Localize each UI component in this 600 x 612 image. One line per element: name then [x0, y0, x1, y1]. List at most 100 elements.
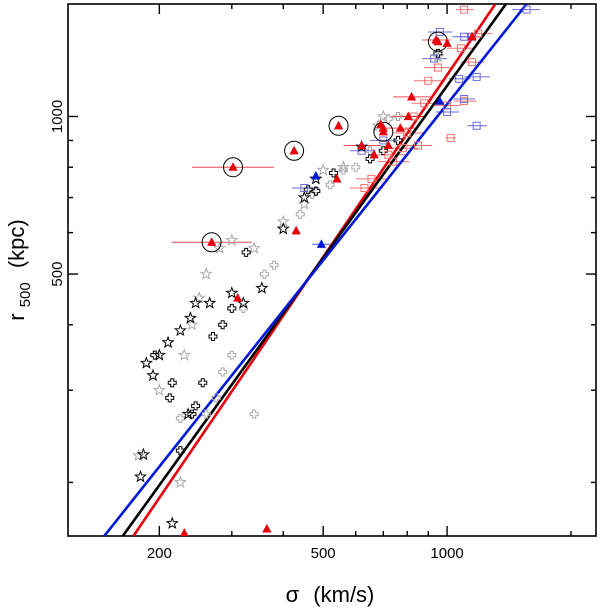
data-point-cross [303, 185, 313, 195]
data-point-star [376, 109, 390, 123]
data-point-star [199, 267, 213, 280]
data-point-cross [218, 367, 228, 377]
highlight-circle [201, 232, 222, 253]
data-point-cross [259, 269, 269, 279]
data-point-square [403, 128, 412, 137]
data-point-triangle [357, 140, 367, 150]
data-point-star [173, 323, 187, 337]
data-point-triangle [228, 162, 238, 171]
x-axis-label-units: (km/s) [313, 582, 374, 607]
data-point-cross [227, 350, 237, 360]
x-axis-label: σ (km/s) [286, 582, 375, 607]
data-point-square [424, 76, 433, 85]
data-point-cross [325, 180, 335, 190]
data-point-square [455, 74, 464, 83]
data-point-triangle [431, 34, 441, 44]
data-point-star [136, 447, 151, 461]
data-point-cross [393, 111, 403, 121]
data-point-triangle [383, 140, 393, 150]
data-point-cross [208, 331, 218, 341]
data-point-square [360, 184, 369, 193]
data-point-square [430, 54, 439, 63]
data-point-cross [338, 165, 348, 175]
data-point-star [146, 368, 160, 382]
highlight-circle [223, 157, 244, 178]
data-point-square [460, 94, 469, 103]
data-point-star [309, 171, 323, 185]
data-point-square [300, 184, 309, 193]
y-tick-label: 1000 [49, 100, 66, 133]
data-point-star [152, 383, 166, 396]
data-point-cross [311, 186, 321, 196]
fit-lines [103, 4, 528, 536]
data-point-cross [191, 401, 201, 411]
data-point-triangle [333, 120, 344, 130]
data-point-star [165, 516, 179, 530]
y-axis-label-subscript: 500 [17, 282, 34, 307]
data-point-square [460, 32, 469, 41]
data-point-triangle [407, 91, 417, 101]
data-point-square [389, 157, 398, 166]
y-axis-ticks: 500 1000 [49, 100, 596, 484]
data-point-cross [433, 48, 443, 58]
x-tick-label: 500 [311, 545, 336, 562]
data-point-triangle [332, 173, 342, 183]
data-point-triangle [233, 293, 243, 302]
data-point-cross [198, 378, 208, 388]
data-point-cross [383, 114, 393, 124]
data-point-star [225, 233, 239, 246]
data-point-square [472, 72, 481, 81]
data-point-star [297, 190, 311, 204]
data-point-cross [150, 350, 160, 360]
data-point-square [384, 150, 393, 159]
data-point-triangle [395, 123, 405, 132]
y-axis-label-units: (kpc) [4, 219, 29, 268]
plot-frame [67, 3, 597, 537]
data-point-square [460, 5, 469, 14]
data-point-triangle [467, 31, 477, 41]
data-markers [131, 5, 531, 536]
data-point-triangle [378, 123, 388, 132]
data-point-triangle [316, 239, 326, 248]
plot-area [103, 4, 540, 536]
x-axis-ticks: 200 500 1000 [147, 4, 572, 562]
data-point-cross [351, 162, 361, 172]
data-point-star [247, 241, 261, 254]
x-axis-label-symbol: σ [286, 582, 300, 607]
data-point-square [433, 63, 442, 72]
data-point-star [181, 407, 195, 420]
data-point-square [367, 174, 376, 183]
data-point-cross [201, 409, 211, 419]
data-point-square [522, 5, 531, 14]
highlight-circle [373, 121, 394, 142]
data-point-star [177, 348, 191, 361]
data-point-square [472, 121, 481, 130]
data-point-triangle [435, 96, 445, 105]
data-point-cross [295, 209, 305, 219]
data-point-triangle [262, 523, 272, 533]
fit-line [103, 4, 528, 536]
data-point-square [468, 58, 477, 67]
data-point-square [414, 141, 423, 150]
data-point-star [316, 163, 330, 176]
y-axis-label: r 500 (kpc) [4, 219, 35, 321]
data-point-star [139, 356, 153, 369]
y-axis-label-symbol: r [4, 313, 29, 320]
data-point-triangle [207, 237, 217, 246]
y-tick-label: 500 [49, 262, 66, 287]
data-point-star [131, 448, 146, 462]
data-point-cross [329, 168, 339, 178]
data-point-cross [241, 247, 251, 257]
data-point-cross [249, 409, 259, 419]
data-point-cross [175, 413, 185, 423]
data-point-star [185, 317, 199, 331]
x-tick-label: 200 [147, 545, 172, 562]
data-point-cross [167, 378, 177, 388]
data-point-triangle [403, 111, 413, 121]
data-point-star [225, 286, 239, 299]
data-point-star [183, 311, 198, 324]
data-point-star [297, 197, 311, 210]
data-point-square [398, 144, 407, 153]
data-point-cross [227, 303, 237, 313]
highlight-circle [284, 140, 305, 161]
